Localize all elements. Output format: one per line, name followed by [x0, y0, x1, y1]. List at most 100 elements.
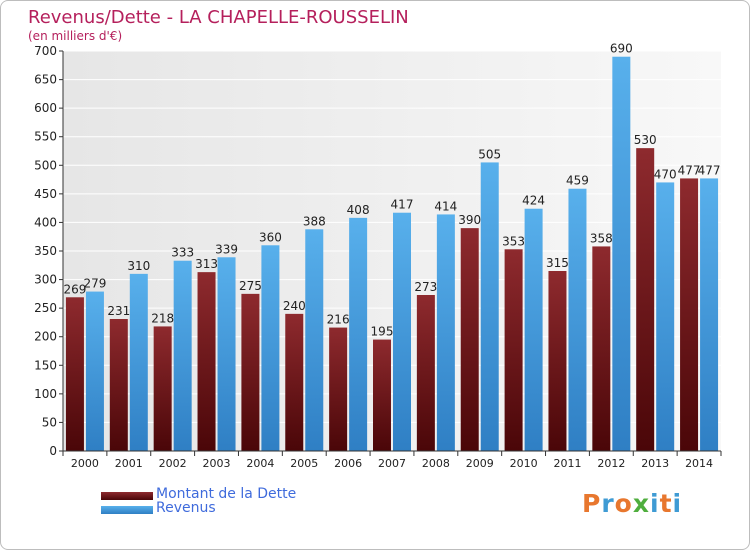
x-tick-label: 2008 [422, 457, 450, 470]
x-tick-label: 2000 [71, 457, 99, 470]
bar-dette [416, 295, 435, 451]
bar-dette [197, 272, 216, 451]
y-tick-label: 650 [34, 73, 57, 87]
logo-letter: x [632, 489, 650, 518]
data-label-dette: 216 [327, 313, 350, 327]
data-label-revenus: 690 [610, 42, 633, 56]
legend-swatch-revenus [101, 506, 153, 514]
data-label-dette: 315 [546, 256, 569, 270]
logo-letter: t [659, 489, 673, 518]
data-label-revenus: 505 [478, 147, 501, 161]
logo-letter: i [650, 489, 660, 518]
data-label-dette: 358 [590, 231, 613, 245]
data-label-revenus: 417 [391, 198, 414, 212]
data-label-revenus: 414 [434, 199, 457, 213]
data-label-dette: 353 [502, 234, 525, 248]
x-tick-label: 2001 [115, 457, 143, 470]
bar-revenus [85, 291, 104, 451]
bar-dette [153, 326, 172, 451]
bar-dette [548, 271, 567, 451]
y-tick-label: 250 [34, 301, 57, 315]
x-tick-label: 2004 [246, 457, 274, 470]
bar-revenus [393, 212, 411, 451]
data-label-dette: 313 [195, 257, 218, 271]
data-label-dette: 195 [371, 325, 394, 339]
bar-dette [329, 327, 348, 451]
y-tick-label: 550 [34, 130, 57, 144]
x-tick-label: 2013 [641, 457, 669, 470]
bar-dette [504, 249, 523, 451]
x-tick-label: 2011 [553, 457, 581, 470]
logo-letter: i [672, 489, 683, 518]
bar-dette [285, 313, 304, 451]
data-label-revenus: 424 [522, 194, 545, 208]
bar-revenus [305, 229, 324, 451]
data-label-revenus: 388 [303, 214, 326, 228]
bar-dette [636, 148, 655, 451]
bar-revenus [129, 273, 148, 451]
bar-revenus [173, 260, 192, 451]
y-tick-label: 150 [34, 358, 57, 372]
data-label-dette: 477 [678, 163, 701, 177]
x-tick-label: 2010 [510, 457, 538, 470]
y-tick-label: 700 [34, 44, 57, 58]
bar-dette [680, 178, 699, 451]
proxiti-logo: Proxiti [582, 489, 682, 518]
legend-swatch-dette [101, 492, 153, 500]
y-tick-label: 500 [34, 158, 57, 172]
bar-revenus [612, 56, 631, 451]
bar-revenus [524, 208, 543, 451]
data-label-dette: 530 [634, 133, 657, 147]
data-label-dette: 273 [414, 280, 437, 294]
y-tick-label: 350 [34, 244, 57, 258]
logo-letter: r [601, 489, 615, 518]
bar-dette [592, 246, 611, 451]
bar-dette [65, 297, 84, 451]
chart-subtitle: (en milliers d'€) [28, 29, 123, 43]
logo-letter: o [614, 489, 633, 518]
y-tick-label: 400 [34, 215, 57, 229]
data-label-revenus: 459 [566, 174, 589, 188]
data-label-revenus: 470 [654, 167, 677, 181]
y-tick-label: 100 [34, 387, 57, 401]
y-tick-label: 0 [49, 444, 57, 458]
x-tick-label: 2002 [159, 457, 187, 470]
y-tick-label: 200 [34, 330, 57, 344]
x-tick-label: 2006 [334, 457, 362, 470]
bar-dette [460, 228, 479, 451]
x-tick-label: 2012 [597, 457, 625, 470]
bar-revenus [436, 214, 455, 451]
y-tick-label: 600 [34, 101, 57, 115]
x-tick-label: 2005 [290, 457, 318, 470]
legend-label-revenus: Revenus [156, 500, 216, 516]
bar-revenus [656, 182, 675, 451]
logo-letter: P [582, 489, 602, 518]
bar-dette [109, 319, 128, 451]
x-tick-label: 2009 [466, 457, 494, 470]
bar-revenus [480, 162, 499, 451]
y-tick-label: 300 [34, 273, 57, 287]
data-label-revenus: 279 [83, 277, 106, 291]
data-label-revenus: 477 [698, 163, 721, 177]
bar-dette [373, 339, 391, 451]
data-label-dette: 275 [239, 279, 262, 293]
bar-revenus [261, 245, 280, 451]
x-tick-label: 2003 [203, 457, 231, 470]
bar-revenus [349, 217, 368, 451]
bar-revenus [568, 188, 587, 451]
chart-title: Revenus/Dette - LA CHAPELLE-ROUSSELIN [28, 7, 409, 28]
data-label-dette: 240 [283, 299, 306, 313]
data-label-revenus: 360 [259, 230, 282, 244]
x-tick-label: 2014 [685, 457, 713, 470]
data-label-revenus: 310 [127, 259, 150, 273]
data-label-revenus: 333 [171, 246, 194, 260]
data-label-revenus: 408 [347, 203, 370, 217]
x-tick-label: 2007 [378, 457, 406, 470]
bar-revenus [700, 178, 719, 451]
y-tick-label: 450 [34, 187, 57, 201]
data-label-dette: 231 [107, 304, 130, 318]
data-label-dette: 218 [151, 311, 174, 325]
bar-revenus [217, 257, 236, 451]
data-label-dette: 269 [63, 282, 86, 296]
data-label-revenus: 339 [215, 242, 238, 256]
